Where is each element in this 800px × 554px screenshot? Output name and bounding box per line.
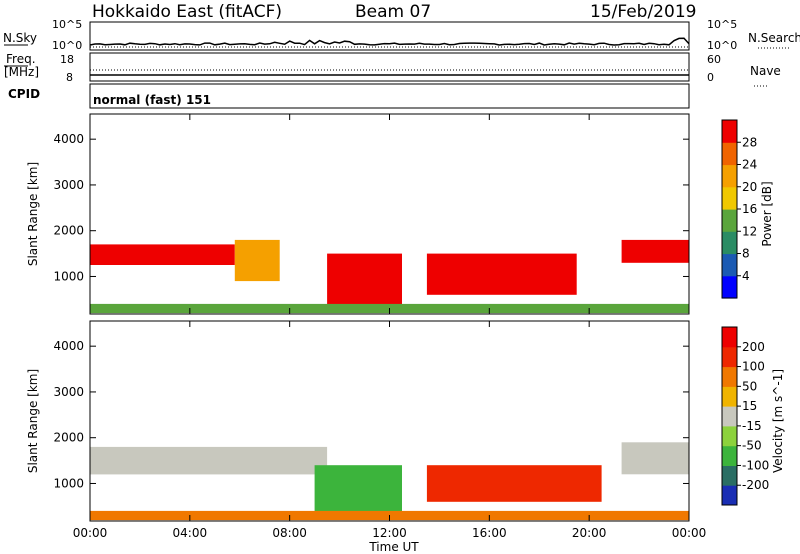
colorbar-tick-label: 28 [742, 135, 757, 149]
freq-tick-bottom: 8 [66, 71, 73, 84]
nave-tick-top: 60 [707, 53, 721, 66]
colorbar-tick-label: -50 [742, 439, 762, 453]
colorbar-tick-label: 200 [742, 340, 765, 354]
freq-strip: Freq. [MHz] 18 8 60 0 Nave [4, 52, 781, 87]
heatmap-region-3 [621, 442, 689, 475]
noise-tick-top-left: 10^5 [52, 18, 82, 31]
colorbar-tick-label: -100 [742, 458, 769, 472]
colorbar-tick-label: 12 [742, 224, 757, 238]
time-xlabel: Time UT [368, 540, 419, 554]
colorbar-swatch [722, 120, 737, 143]
colorbar-swatch [722, 164, 737, 188]
colorbar-swatch [722, 406, 737, 427]
heatmap-region-2 [327, 253, 402, 309]
colorbar-tick-label: -200 [742, 478, 769, 492]
date-label: 15/Feb/2019 [590, 2, 696, 22]
y-tick-label: 3000 [53, 385, 84, 399]
heatmap-region-1 [234, 239, 280, 282]
heatmap-region-2 [426, 465, 602, 502]
colorbar-tick-label: 15 [742, 399, 757, 413]
nave-label: Nave [750, 64, 781, 78]
heatmap-region-1 [314, 465, 402, 516]
colorbar-swatch [722, 209, 737, 232]
velocity-ylabel: Slant Range [km] [26, 369, 40, 473]
velocity-panel: 1000 2000 3000 4000 Slant Range [km] 200 100… [26, 320, 785, 522]
power-heatmap [90, 239, 689, 314]
colorbar-tick-label: 16 [742, 202, 757, 216]
colorbar-swatch [722, 346, 737, 368]
colorbar-swatch [722, 142, 737, 166]
freq-label: Freq. [6, 52, 36, 66]
x-tick-label: 00:00 [672, 526, 707, 540]
x-tick-label: 20:00 [572, 526, 607, 540]
heatmap-region-4 [621, 239, 689, 263]
power-colorbar-label: Power [dB] [760, 181, 774, 246]
nave-tick-bottom: 0 [707, 71, 714, 84]
noise-tick-bottom-right: 10^0 [707, 39, 737, 52]
nsky-trace [89, 37, 690, 46]
colorbar-tick-label: 4 [742, 269, 750, 283]
colorbar-swatch [722, 327, 737, 348]
y-tick-label: 4000 [53, 132, 84, 146]
colorbar-frame [721, 326, 738, 506]
heatmap-region-0 [90, 244, 235, 265]
y-tick-label: 1000 [53, 476, 84, 490]
y-tick-label: 1000 [53, 269, 84, 283]
colorbar-swatch [722, 485, 737, 506]
beam-label: Beam 07 [355, 2, 431, 22]
colorbar-swatch [722, 366, 737, 387]
colorbar-swatch [722, 186, 737, 210]
colorbar-tick-label: 100 [742, 360, 765, 374]
station-title: Hokkaido East (fitACF) [92, 2, 282, 22]
velocity-colorbar-label: Velocity [m s^-1] [771, 369, 785, 473]
x-tick-label: 16:00 [472, 526, 507, 540]
x-tick-label: 12:00 [372, 526, 407, 540]
velocity-y-ticks: 1000 2000 3000 4000 [53, 339, 689, 490]
colorbar-swatch [722, 275, 737, 299]
colorbar-swatch [722, 253, 737, 277]
noise-tick-top-right: 10^5 [707, 18, 737, 31]
power-panel: 1000 2000 3000 4000 Slant Range [km] 4 8 12 16… [26, 113, 774, 315]
cpid-label: CPID [8, 87, 40, 101]
noise-tick-bottom-left: 10^0 [52, 39, 82, 52]
colorbar-tick-label: 50 [742, 379, 757, 393]
power-y-ticks: 1000 2000 3000 4000 [53, 132, 689, 283]
colorbar-swatch [722, 386, 737, 407]
noise-strip: N.Sky N.Search 10^5 10^0 10^5 10^0 [3, 18, 800, 52]
x-tick-label: 04:00 [173, 526, 208, 540]
x-tick-label: 00:00 [73, 526, 108, 540]
heatmap-region-3 [426, 253, 577, 295]
power-ylabel: Slant Range [km] [26, 162, 40, 266]
cpid-strip: CPID normal (fast) 151 [8, 83, 690, 109]
colorbar-swatch [722, 465, 737, 486]
velocity-colorbar: 200 100 50 15 -15 -50 -100 -200 [721, 326, 769, 506]
cpid-value: normal (fast) 151 [93, 93, 211, 107]
colorbar-swatch [722, 231, 737, 255]
colorbar-swatch [722, 425, 737, 447]
freq-tick-top: 18 [60, 53, 74, 66]
nsearch-label: N.Search [748, 31, 800, 45]
x-tick-label: 08:00 [272, 526, 307, 540]
colorbar-tick-label: 20 [742, 180, 757, 194]
colorbar-tick-label: 24 [742, 158, 757, 172]
power-colorbar: 4 8 12 16 20 24 28 [721, 119, 757, 299]
colorbar-tick-label: -15 [742, 419, 762, 433]
y-tick-label: 2000 [53, 431, 84, 445]
freq-unit-label: [MHz] [4, 65, 39, 79]
heatmap-region-0 [90, 446, 328, 475]
nsky-label: N.Sky [3, 31, 37, 45]
colorbar-tick-label: 8 [742, 247, 750, 261]
velocity-heatmap [90, 442, 689, 521]
y-tick-label: 4000 [53, 339, 84, 353]
time-x-ticks: 00:00 04:00 08:00 12:00 16:00 20:00 00:00 [73, 114, 707, 540]
colorbar-swatch [722, 445, 737, 466]
y-tick-label: 3000 [53, 178, 84, 192]
y-tick-label: 2000 [53, 224, 84, 238]
